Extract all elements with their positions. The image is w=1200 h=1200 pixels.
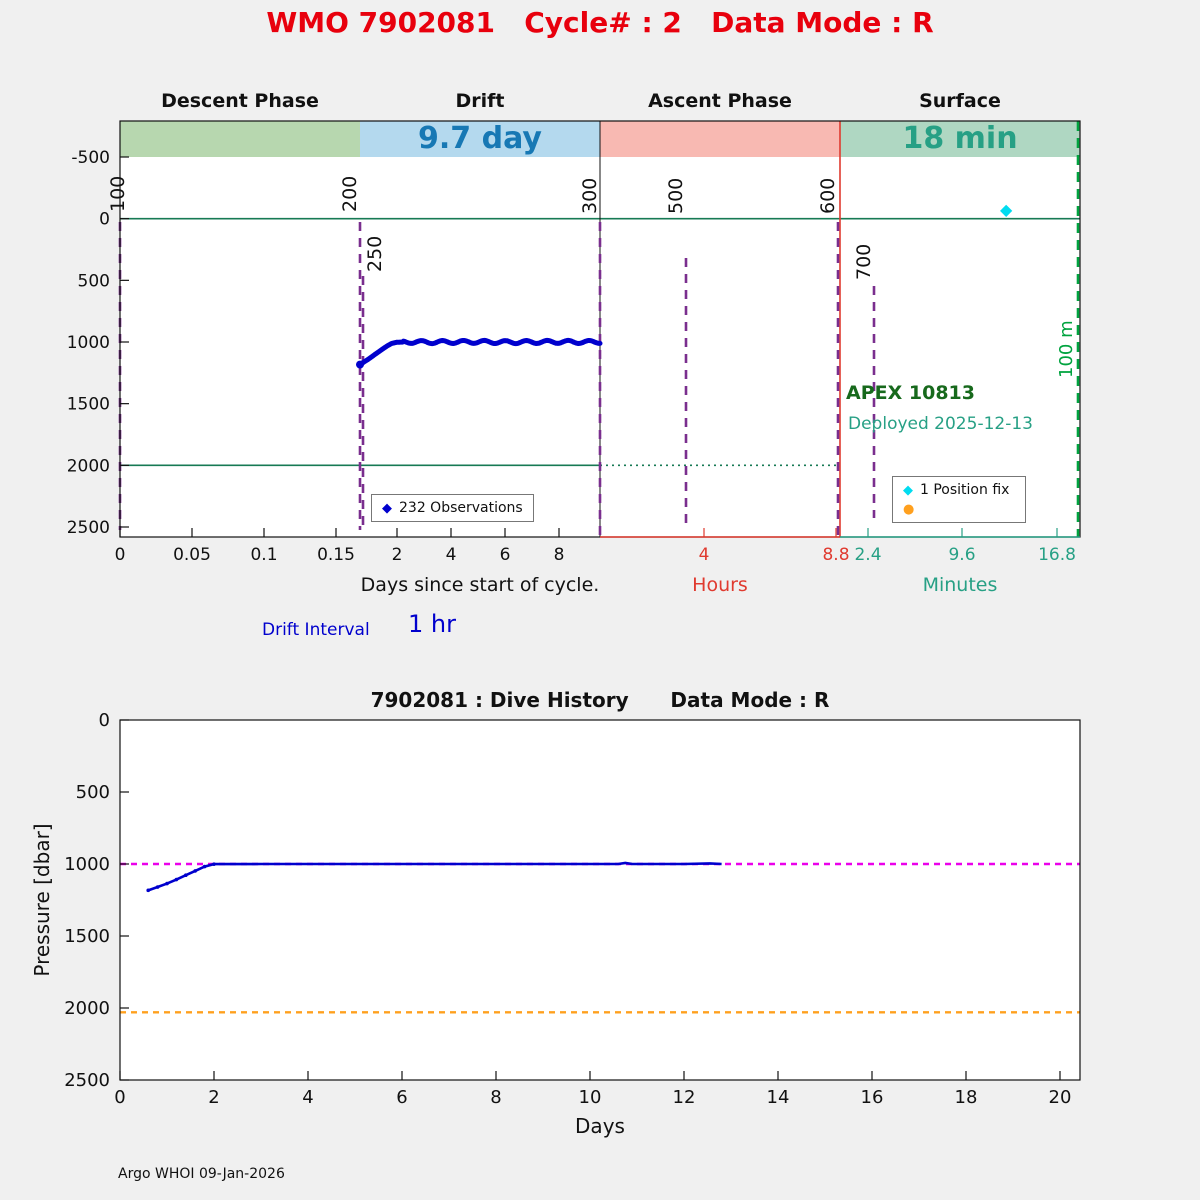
- surface-duration-label: 18 min: [902, 121, 1018, 156]
- svg-text:2: 2: [208, 1087, 219, 1108]
- svg-text:0: 0: [114, 1087, 125, 1108]
- svg-text:0.1: 0.1: [250, 545, 277, 565]
- svg-text:0.15: 0.15: [317, 545, 355, 565]
- svg-text:100 m: 100 m: [1056, 320, 1077, 378]
- phase-label-surface: Surface: [919, 90, 1001, 112]
- svg-text:12: 12: [673, 1087, 696, 1108]
- svg-text:0: 0: [115, 545, 126, 565]
- position-fix-diamond-icon: ◆: [903, 482, 913, 498]
- svg-text:0: 0: [99, 210, 110, 230]
- svg-text:1500: 1500: [64, 926, 110, 947]
- svg-text:6: 6: [500, 545, 511, 565]
- svg-text:600: 600: [817, 178, 839, 214]
- svg-text:2000: 2000: [67, 456, 110, 476]
- svg-text:1000: 1000: [67, 333, 110, 353]
- top-chart: 100 200 250 300 500 600 700 100 m -500 0 500 1000 15…: [67, 120, 1081, 565]
- svg-text:4: 4: [446, 545, 457, 565]
- phase-label-descent: Descent Phase: [161, 90, 319, 112]
- svg-text:8.8: 8.8: [822, 545, 849, 565]
- observations-legend-label: 232 Observations: [399, 500, 523, 516]
- surface-marker-legend-row: ●: [903, 501, 1015, 517]
- observations-legend: ◆ 232 Observations: [371, 494, 534, 522]
- position-fix-legend-row: ◆ 1 Position fix: [903, 482, 1015, 498]
- phase-label-drift: Drift: [455, 90, 505, 112]
- svg-text:10: 10: [579, 1087, 602, 1108]
- x-axis-caption-hours: Hours: [692, 574, 748, 596]
- svg-text:1500: 1500: [67, 395, 110, 415]
- orange-dot-icon: ●: [903, 501, 915, 517]
- svg-text:16: 16: [861, 1087, 884, 1108]
- svg-text:2.4: 2.4: [854, 545, 881, 565]
- svg-text:2: 2: [392, 545, 403, 565]
- credit-text: Argo WHOI 09-Jan-2026: [118, 1166, 285, 1182]
- svg-text:700: 700: [853, 244, 875, 280]
- svg-text:0: 0: [99, 710, 110, 731]
- drift-interval-value: 1 hr: [408, 610, 456, 638]
- svg-text:8: 8: [490, 1087, 501, 1108]
- observation-diamond-icon: ◆: [382, 500, 392, 516]
- position-fix-legend-label: 1 Position fix: [920, 482, 1010, 498]
- svg-text:8: 8: [554, 545, 565, 565]
- svg-text:0.05: 0.05: [173, 545, 211, 565]
- svg-text:1000: 1000: [64, 854, 110, 875]
- svg-text:500: 500: [665, 178, 687, 214]
- svg-text:20: 20: [1049, 1087, 1072, 1108]
- phase-label-ascent: Ascent Phase: [648, 90, 792, 112]
- svg-text:2500: 2500: [64, 1070, 110, 1091]
- days-axis-label: Days: [575, 1114, 625, 1138]
- position-fix-legend: ◆ 1 Position fix ●: [892, 476, 1026, 523]
- svg-text:-500: -500: [71, 148, 110, 168]
- position-fix-marker: ◆: [1000, 200, 1013, 219]
- figure-title: WMO 7902081 Cycle# : 2 Data Mode : R: [266, 6, 934, 39]
- svg-text:300: 300: [579, 178, 601, 214]
- svg-text:250: 250: [364, 236, 386, 272]
- deployed-date-label: Deployed 2025-12-13: [848, 414, 1033, 434]
- svg-text:4: 4: [699, 545, 710, 565]
- svg-text:9.6: 9.6: [948, 545, 975, 565]
- drift-duration-label: 9.7 day: [418, 121, 542, 156]
- svg-text:14: 14: [767, 1087, 790, 1108]
- svg-text:500: 500: [78, 271, 110, 291]
- svg-text:2500: 2500: [67, 518, 110, 538]
- x-axis-caption-minutes: Minutes: [922, 574, 998, 596]
- pressure-axis-label: Pressure [dbar]: [30, 823, 54, 977]
- svg-text:500: 500: [76, 782, 110, 803]
- svg-text:4: 4: [302, 1087, 313, 1108]
- svg-text:16.8: 16.8: [1038, 545, 1076, 565]
- svg-text:6: 6: [396, 1087, 407, 1108]
- svg-text:18: 18: [955, 1087, 978, 1108]
- float-model-label: APEX 10813: [846, 382, 975, 404]
- drift-interval-label: Drift Interval: [262, 620, 370, 640]
- dive-history-title: 7902081 : Dive History Data Mode : R: [370, 688, 830, 712]
- svg-text:200: 200: [339, 176, 361, 212]
- svg-text:2000: 2000: [64, 998, 110, 1019]
- svg-text:100: 100: [107, 176, 129, 212]
- x-axis-caption-days: Days since start of cycle.: [360, 574, 600, 596]
